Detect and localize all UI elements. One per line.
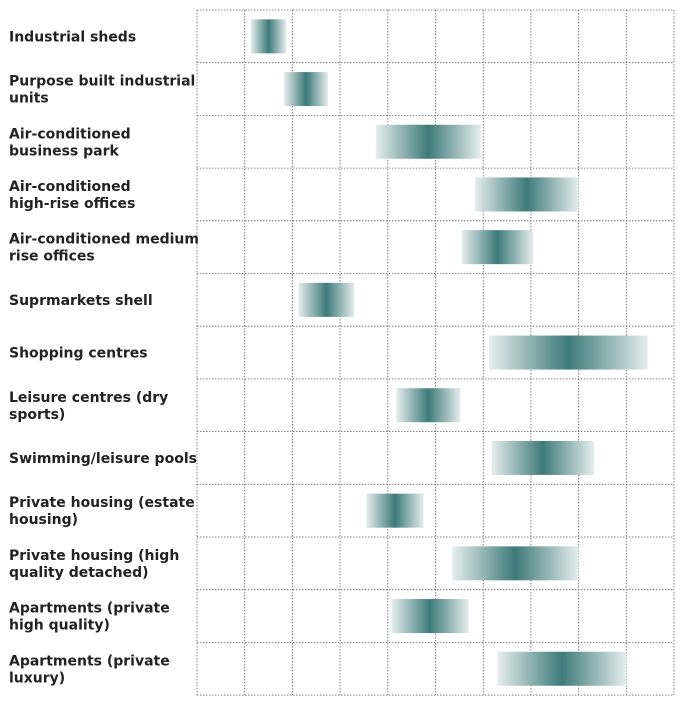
category-label: Suprmarkets shell bbox=[9, 293, 153, 309]
category-label: Air-conditioned medium rise offices bbox=[9, 232, 199, 265]
range-bar bbox=[396, 388, 461, 423]
grid bbox=[196, 9, 675, 696]
category-label: Industrial sheds bbox=[9, 29, 136, 45]
range-bar bbox=[474, 177, 579, 212]
range-bar bbox=[489, 335, 648, 370]
range-bar bbox=[391, 599, 469, 634]
range-bar bbox=[452, 546, 579, 581]
range-bar bbox=[366, 493, 424, 528]
category-label: Air-conditioned high-rise offices bbox=[9, 179, 135, 212]
category-label: Swimming/leisure pools bbox=[9, 451, 197, 467]
category-label: Apartments (private high quality) bbox=[9, 601, 170, 634]
range-bar bbox=[375, 124, 481, 159]
category-label: Air-conditioned business park bbox=[9, 126, 131, 159]
category-label: Leisure centres (dry sports) bbox=[9, 390, 168, 423]
category-label: Private housing (estate housing) bbox=[9, 495, 195, 528]
range-bar bbox=[250, 19, 287, 54]
category-label: Apartments (private luxury) bbox=[9, 653, 170, 686]
category-labels: Industrial sheds Purpose built industrial… bbox=[9, 29, 199, 686]
bars bbox=[250, 19, 648, 686]
category-label: Shopping centres bbox=[9, 346, 148, 362]
range-bar bbox=[284, 72, 329, 107]
range-bar bbox=[298, 282, 355, 317]
range-bar bbox=[497, 651, 627, 686]
category-label: Purpose built industrial units bbox=[9, 74, 195, 107]
range-bar bbox=[461, 230, 534, 265]
range-bar bbox=[491, 440, 595, 475]
category-label: Private housing (high quality detached) bbox=[9, 548, 179, 581]
